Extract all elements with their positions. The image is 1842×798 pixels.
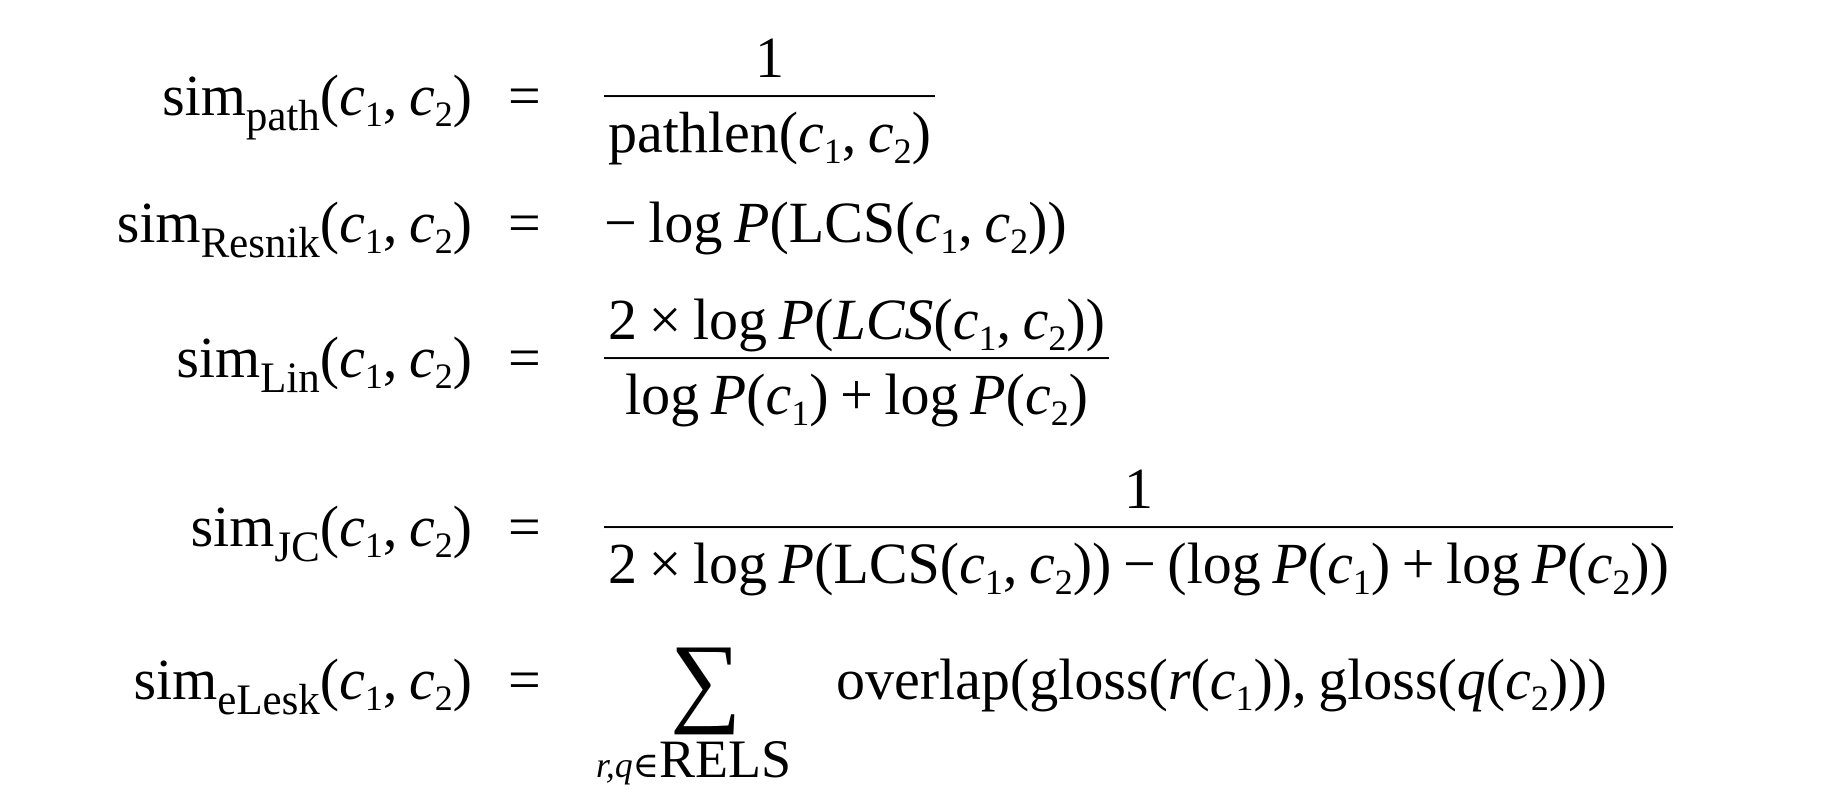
equation-lin-rhs: 2 × log P(LCS(c1, c2)) log P(c1) + log P… <box>604 287 1109 433</box>
sim-subscript: eLesk <box>217 677 320 725</box>
equation-jc-lhs: simJC(c1, c2) <box>190 494 472 572</box>
equation-resnik-rhs: − log P(LCS(c1, c2)) <box>604 190 1067 261</box>
fraction: 1 pathlen(c1, c2) <box>604 25 935 171</box>
sim-subscript: Resnik <box>200 220 320 268</box>
equation-jc-rhs: 1 2 × log P(LCS(c1, c2)) − (log P(c1) + … <box>604 456 1673 602</box>
sim-subscript: JC <box>274 524 320 572</box>
sim-subscript: Lin <box>260 355 320 403</box>
fraction-bar <box>604 526 1673 528</box>
summation-sign: ∑ <box>670 624 742 735</box>
sim-label: sim <box>116 190 201 255</box>
denominator: log P(c1) + log P(c2) <box>624 362 1088 433</box>
fraction: 1 2 × log P(LCS(c1, c2)) − (log P(c1) + … <box>604 456 1673 602</box>
equation-lin: simLin(c1, c2) = 2 × log P(LCS(c1, c2)) … <box>0 287 1842 433</box>
sim-label: sim <box>176 325 261 390</box>
equation-lin-lhs: simLin(c1, c2) <box>176 325 472 403</box>
numerator: 2 × log P(LCS(c1, c2)) <box>608 287 1105 358</box>
equals-sign: = <box>508 647 541 712</box>
equation-path-lhs: simpath(c1, c2) <box>162 63 472 141</box>
numerator: 1 <box>1123 456 1153 522</box>
sim-label: sim <box>190 494 275 559</box>
sim-subscript: path <box>245 93 320 141</box>
fraction-bar <box>604 95 935 97</box>
equation-path-rhs: 1 pathlen(c1, c2) <box>604 25 935 171</box>
numerator: 1 <box>754 25 784 91</box>
equation-resnik-lhs: simResnik(c1, c2) <box>116 190 472 268</box>
sim-label: sim <box>162 63 246 128</box>
equation-elesk-lhs: simeLesk(c1, c2) <box>133 647 472 725</box>
equation-elesk-rhs: overlap(gloss(r(c1)), gloss(q(c2))) <box>836 647 1607 718</box>
equation-path: simpath(c1, c2) = 1 pathlen(c1, c2) <box>0 25 1842 171</box>
sim-label: sim <box>133 647 218 712</box>
equals-sign: = <box>508 325 541 390</box>
equals-sign: = <box>508 494 541 559</box>
summation: ∑ r,q∈RELS <box>596 630 836 787</box>
summation-index: r,q∈RELS <box>596 729 792 789</box>
fraction: 2 × log P(LCS(c1, c2)) log P(c1) + log P… <box>604 287 1109 433</box>
equation-resnik: simResnik(c1, c2) = − log P(LCS(c1, c2)) <box>0 194 1842 266</box>
equation-elesk: simeLesk(c1, c2) = ∑ r,q∈RELS overlap(gl… <box>0 630 1842 787</box>
equation-jc: simJC(c1, c2) = 1 2 × log P(LCS(c1, c2))… <box>0 456 1842 602</box>
equals-sign: = <box>508 63 541 128</box>
denominator: 2 × log P(LCS(c1, c2)) − (log P(c1) + lo… <box>608 531 1669 602</box>
denominator: pathlen(c1, c2) <box>608 100 931 171</box>
fraction-bar <box>604 357 1109 359</box>
equals-sign: = <box>508 190 541 255</box>
